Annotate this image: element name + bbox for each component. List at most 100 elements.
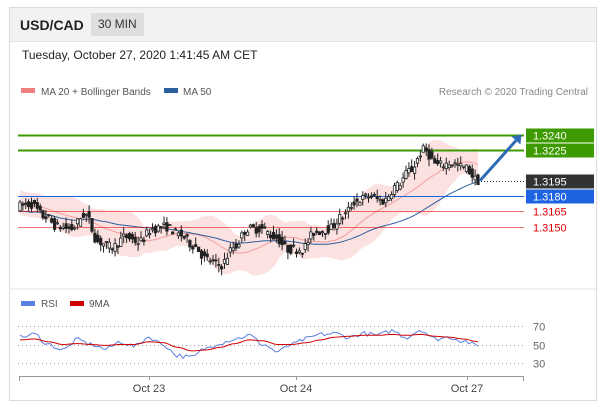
- last-price-label: 1.3195: [533, 177, 567, 189]
- candle-down: [53, 218, 57, 230]
- candle-up: [364, 193, 368, 196]
- candle-down: [433, 158, 437, 164]
- candle-down: [312, 232, 316, 236]
- candle-up: [392, 185, 397, 195]
- candle-down: [47, 214, 51, 217]
- candle-down: [257, 225, 261, 233]
- candle-down: [243, 231, 247, 235]
- candle-down: [67, 226, 71, 229]
- candle-down: [116, 245, 120, 248]
- candle-down: [93, 232, 97, 243]
- rsi-legend: RSI 9MA: [21, 299, 110, 310]
- candle-down: [205, 253, 209, 258]
- resistance-label-1.3225: 1.3225: [533, 146, 567, 158]
- candle-down: [450, 164, 454, 167]
- candle-up: [150, 228, 155, 231]
- candle-down: [300, 252, 304, 255]
- candle-down: [81, 212, 85, 218]
- forecast-arrow-head: [511, 134, 522, 145]
- candle-up: [398, 185, 402, 190]
- candle-down: [32, 199, 37, 204]
- candle-down: [35, 202, 39, 209]
- candle-down: [58, 227, 62, 230]
- candle-down: [38, 205, 42, 211]
- candle-down: [165, 222, 169, 232]
- candle-up: [349, 206, 353, 209]
- candle-down: [340, 217, 345, 220]
- candle-up: [361, 195, 365, 200]
- candle-down: [171, 231, 175, 235]
- candle-up: [389, 194, 394, 199]
- candle-up: [415, 158, 420, 164]
- pivot-tag-1.3180: [526, 189, 594, 204]
- candle-up: [346, 206, 351, 212]
- candle-down: [188, 240, 192, 248]
- level-labels: 1.3240 1.3225 1.3195 1.3180 1.3165 1.3150: [526, 128, 594, 235]
- ma9-line: [19, 333, 479, 352]
- ma50-legend-swatch: [164, 88, 178, 93]
- candle-down: [99, 237, 103, 246]
- rsi-level-label-70: 70: [533, 322, 545, 334]
- candle-up: [237, 244, 241, 248]
- candle-down: [24, 202, 28, 205]
- candle-down: [219, 266, 224, 270]
- candle-up: [441, 166, 446, 169]
- candle-up: [119, 237, 123, 247]
- candle-up: [320, 231, 325, 234]
- timeframe-badge[interactable]: 30 MIN: [91, 13, 144, 36]
- candle-down: [26, 201, 31, 208]
- candle-up: [73, 227, 77, 230]
- candle-up: [18, 201, 22, 212]
- candle-down: [381, 199, 385, 205]
- candle-down: [430, 151, 434, 159]
- candle-up: [473, 175, 477, 181]
- candle-up: [395, 182, 399, 191]
- ma50-path: [19, 181, 479, 245]
- candle-down: [127, 233, 132, 240]
- chart-card: USD/CAD 30 MIN Tuesday, October 27, 2020…: [9, 7, 597, 401]
- candle-down: [317, 231, 322, 236]
- candle-down: [159, 226, 163, 229]
- candle-up: [228, 247, 232, 253]
- candle-up: [303, 243, 307, 250]
- rsi-level-label-30: 30: [533, 359, 545, 371]
- candle-up: [461, 165, 466, 168]
- candle-down: [194, 244, 198, 247]
- candle-down: [64, 223, 68, 229]
- candle-down: [271, 231, 276, 240]
- candle-up: [438, 160, 443, 164]
- candle-down: [21, 203, 25, 206]
- candle-down: [291, 244, 296, 247]
- candle-down: [217, 264, 221, 266]
- candle-down: [199, 250, 204, 259]
- candle-up: [162, 222, 166, 225]
- candle-up: [306, 242, 310, 245]
- candle-down: [179, 229, 183, 237]
- candle-up: [384, 197, 388, 204]
- candle-down: [182, 235, 186, 239]
- candle-up: [147, 233, 152, 236]
- candle-up: [297, 250, 302, 253]
- candle-down: [125, 234, 129, 239]
- candle-down: [50, 218, 54, 223]
- candle-down: [263, 226, 267, 229]
- candle-down: [286, 244, 290, 253]
- candle-up: [447, 164, 451, 169]
- x-tick-label: Oct 24: [280, 383, 312, 395]
- chart-header: USD/CAD 30 MIN: [10, 8, 596, 42]
- resistance-label-1.3240: 1.3240: [533, 131, 567, 143]
- candle-up: [378, 199, 382, 202]
- forecast-arrow-shaft: [478, 139, 518, 182]
- candle-up: [240, 232, 244, 239]
- candle-up: [101, 243, 106, 247]
- candle-down: [234, 243, 238, 249]
- candle-up: [168, 223, 172, 226]
- candle-up: [145, 229, 149, 237]
- candle-up: [407, 168, 411, 174]
- candle-down: [424, 147, 428, 152]
- candle-up: [335, 223, 339, 230]
- candle-up: [222, 258, 227, 264]
- candle-down: [294, 251, 299, 255]
- candle-up: [84, 213, 88, 216]
- price-levels: [18, 134, 524, 228]
